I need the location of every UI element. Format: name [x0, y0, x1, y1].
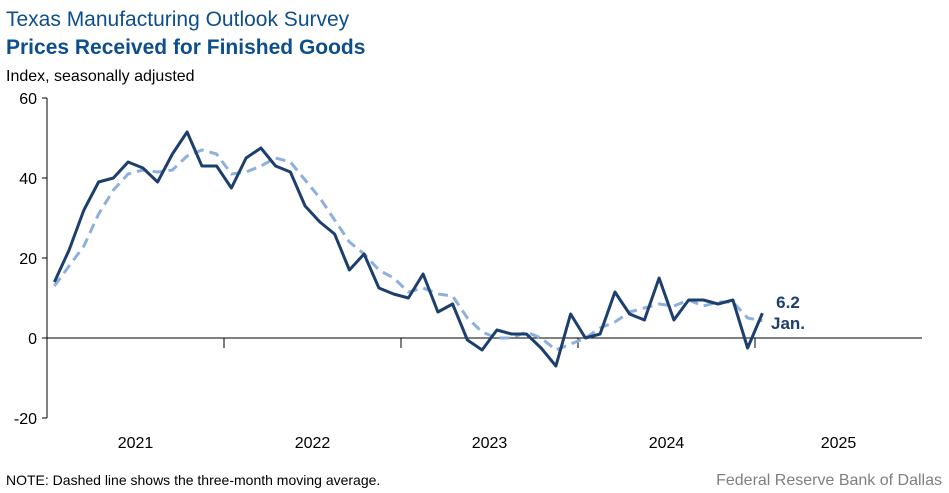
series-line: [53, 130, 764, 368]
y-tick-label: 60: [19, 91, 37, 108]
x-tick-label: 2025: [821, 435, 857, 452]
y-tick-label: -20: [14, 411, 37, 428]
chart-subtitle: Prices Received for Finished Goods: [6, 36, 365, 59]
x-tick-label: 2024: [649, 435, 685, 452]
x-tick-label: 2021: [118, 435, 154, 452]
x-tick-label: 2022: [295, 435, 331, 452]
data-label: 6.2: [776, 293, 800, 312]
y-tick-label: 40: [19, 171, 37, 188]
source: Federal Reserve Bank of Dallas: [716, 472, 942, 489]
chart-title: Texas Manufacturing Outlook Survey: [6, 8, 350, 31]
series-line: [53, 148, 763, 352]
annotation: Jan.: [771, 314, 805, 333]
y-axis-label: Index, seasonally adjusted: [6, 68, 195, 85]
y-tick-label: 20: [19, 251, 37, 268]
note: NOTE: Dashed line shows the three-month …: [6, 472, 380, 488]
x-tick-label: 2023: [472, 435, 508, 452]
y-tick-label: 0: [28, 331, 37, 348]
